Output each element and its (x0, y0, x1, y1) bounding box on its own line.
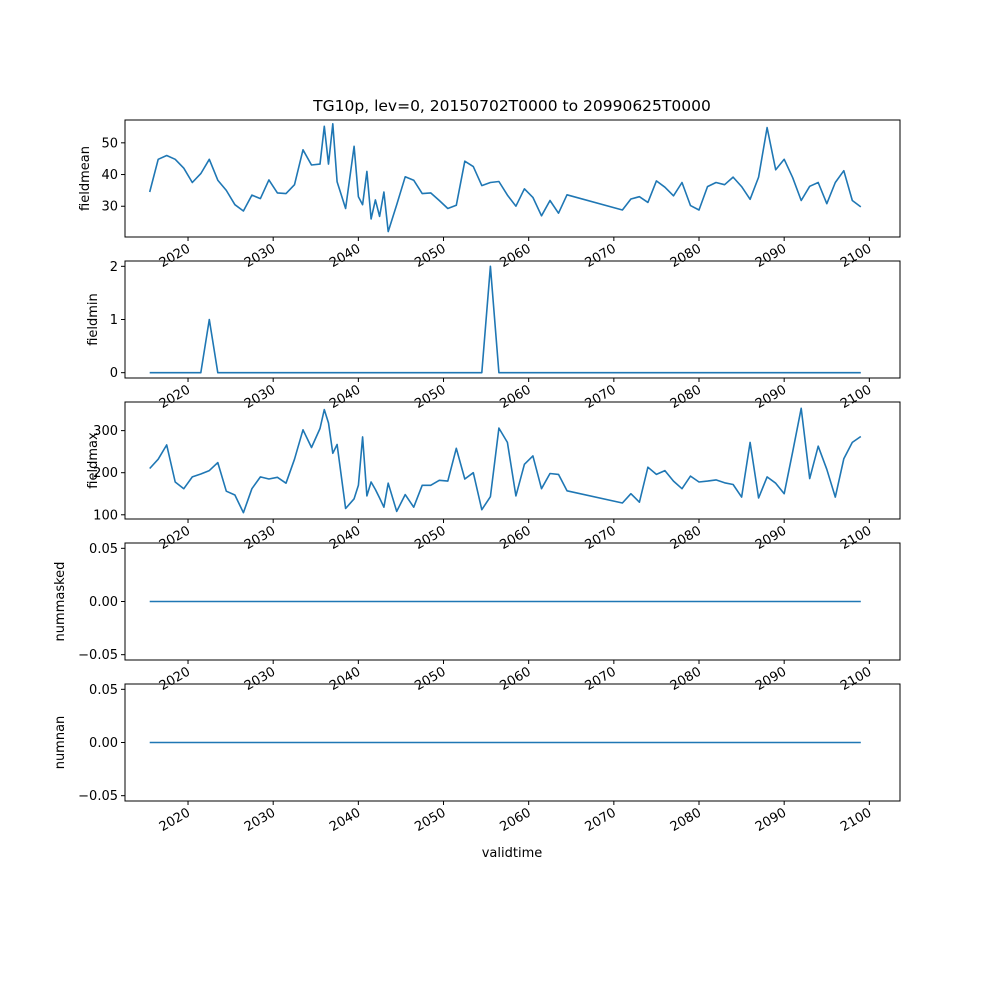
axes-frame-fieldmean (124, 119, 901, 238)
y-tick-label-numnan: 0.00 (89, 736, 118, 751)
y-tick-label-fieldmin: 1 (110, 313, 118, 328)
y-tick-label-fieldmin: 2 (110, 260, 118, 275)
y-tick-label-nummasked: 0.05 (89, 542, 118, 557)
y-tick-label-fieldmean: 50 (101, 136, 118, 151)
y-tick-label-numnan: −0.05 (78, 789, 118, 804)
chart-title: TG10p, lev=0, 20150702T0000 to 20990625T… (312, 97, 711, 115)
y-tick-label-fieldmax: 100 (93, 508, 118, 523)
series-line-fieldmean (148, 123, 862, 233)
y-tick-label-nummasked: −0.05 (78, 648, 118, 663)
y-axis-label-fieldmin: fieldmin (86, 293, 101, 346)
axes-frame-fieldmax (124, 401, 901, 520)
y-axis-label-numnan: numnan (53, 716, 68, 770)
y-tick-label-numnan: 0.05 (89, 683, 118, 698)
y-axis-label-fieldmax: fieldmax (86, 432, 101, 489)
y-axis-label-fieldmean: fieldmean (78, 146, 93, 211)
y-axis-label-nummasked: nummasked (53, 562, 68, 642)
series-line-fieldmin (149, 265, 861, 374)
y-tick-label-fieldmax: 200 (93, 466, 118, 481)
y-tick-label-fieldmax: 300 (93, 424, 118, 439)
y-tick-label-fieldmean: 30 (101, 200, 118, 215)
y-tick-label-nummasked: 0.00 (89, 595, 118, 610)
series-line-fieldmax (149, 407, 862, 514)
x-axis-label: validtime (482, 846, 543, 861)
y-tick-label-fieldmean: 40 (101, 168, 118, 183)
y-tick-label-fieldmin: 0 (110, 366, 118, 381)
